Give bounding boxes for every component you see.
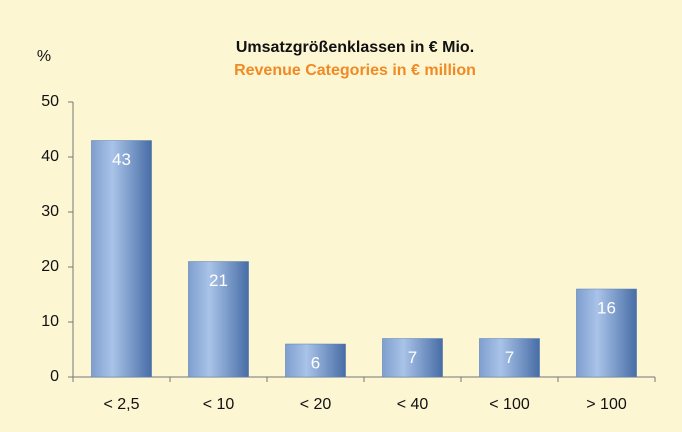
- x-tick-label: < 40: [397, 396, 429, 413]
- y-tick-label: 40: [41, 148, 59, 165]
- y-axis-label: %: [37, 48, 51, 65]
- bar: [576, 288, 637, 378]
- bar: [479, 338, 540, 378]
- y-tick-label: 50: [41, 93, 59, 110]
- chart-title: Umsatzgrößenklassen in € Mio.: [236, 39, 474, 56]
- chart-subtitle: Revenue Categories in € million: [234, 62, 476, 79]
- x-tick-label: < 100: [489, 396, 530, 413]
- x-tick-label: < 20: [300, 396, 332, 413]
- y-tick-label: 30: [41, 203, 59, 220]
- x-tick-label: > 100: [586, 396, 627, 413]
- bar: [382, 338, 443, 378]
- y-tick-label: 0: [50, 368, 59, 385]
- x-tick-label: < 2,5: [103, 396, 139, 413]
- bar: [285, 343, 346, 378]
- data-label: 7: [408, 348, 417, 367]
- data-label: 16: [597, 298, 616, 317]
- data-label: 7: [505, 348, 514, 367]
- y-tick-label: 20: [41, 258, 59, 275]
- y-tick-label: 10: [41, 313, 59, 330]
- x-tick-label: < 10: [203, 396, 235, 413]
- data-label: 43: [112, 150, 131, 169]
- data-label: 6: [311, 353, 320, 372]
- bar: [188, 261, 249, 378]
- bar: [91, 140, 152, 378]
- data-label: 21: [209, 271, 228, 290]
